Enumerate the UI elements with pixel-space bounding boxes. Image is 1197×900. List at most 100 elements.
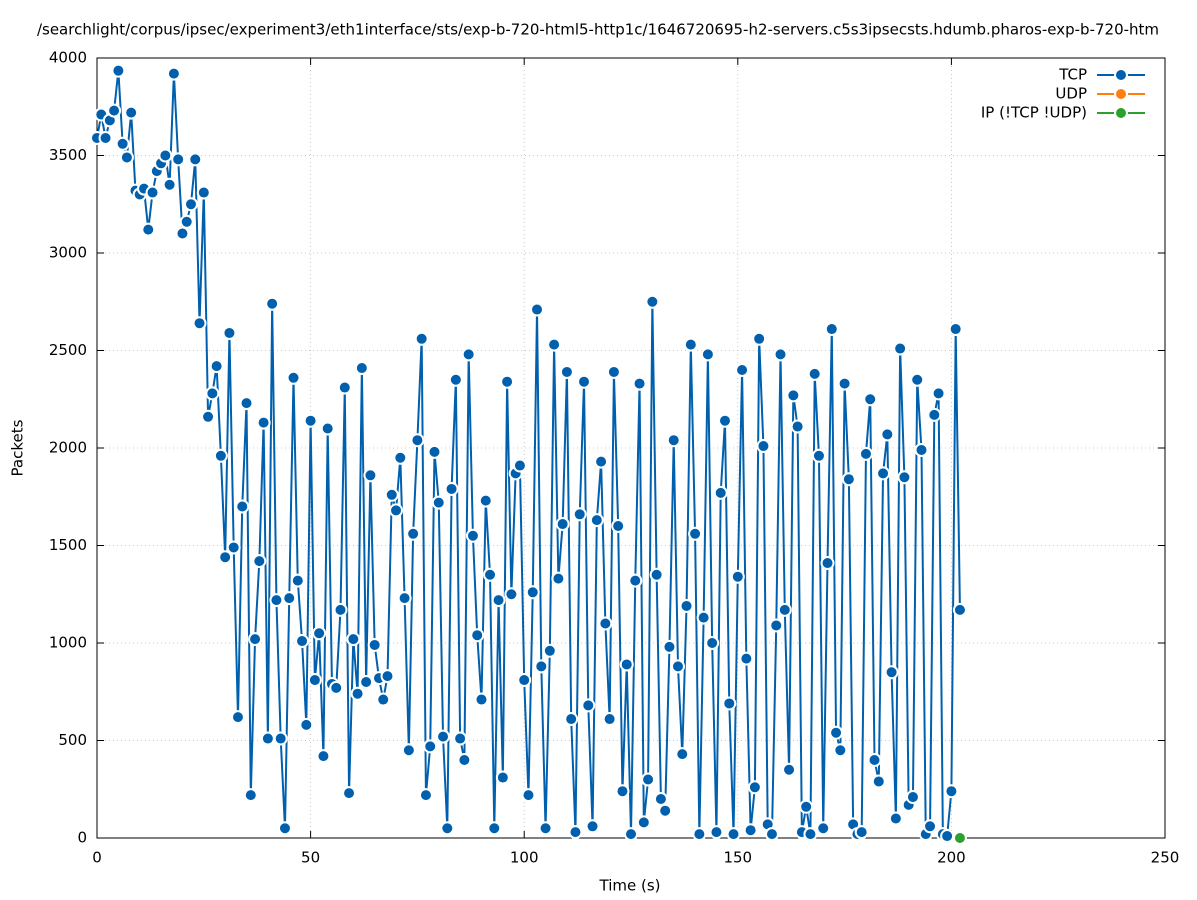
data-point <box>752 331 767 346</box>
data-point <box>705 636 720 650</box>
data-point <box>773 347 788 362</box>
data-point <box>692 827 707 842</box>
data-point <box>517 673 532 688</box>
data-point <box>179 214 194 229</box>
data-point <box>696 610 711 625</box>
data-point <box>145 185 160 200</box>
data-point <box>824 322 839 337</box>
data-point <box>376 692 391 707</box>
data-point <box>730 569 745 584</box>
data-point <box>393 450 408 465</box>
data-point <box>107 103 122 118</box>
data-point <box>722 696 737 711</box>
data-point <box>474 692 489 707</box>
data-point <box>504 587 519 602</box>
data-point <box>342 786 357 801</box>
data-point <box>649 567 664 582</box>
data-point <box>209 359 224 374</box>
data-point <box>747 780 762 795</box>
data-point <box>316 749 331 764</box>
data-point <box>243 788 258 803</box>
data-point <box>226 540 241 555</box>
data-point <box>205 386 220 401</box>
data-point <box>256 415 271 430</box>
data-point <box>564 712 579 727</box>
data-point <box>910 372 925 387</box>
data-point <box>470 628 485 643</box>
x-tick-label: 50 <box>301 849 320 867</box>
y-tick-label: 3000 <box>49 244 87 262</box>
data-point <box>98 130 113 145</box>
data-point <box>290 573 305 588</box>
data-point <box>645 294 660 309</box>
data-point <box>756 439 771 454</box>
data-point <box>487 821 502 836</box>
data-point <box>354 361 369 376</box>
data-point <box>252 554 267 569</box>
data-point <box>670 659 685 674</box>
data-point <box>854 825 869 840</box>
data-point <box>171 152 186 167</box>
data-point <box>307 673 322 688</box>
data-point <box>495 770 510 785</box>
data-point <box>863 392 878 407</box>
data-point <box>833 743 848 758</box>
data-point <box>905 790 920 805</box>
x-axis-label: Time (s) <box>599 877 661 895</box>
y-tick-label: 2500 <box>49 341 87 359</box>
data-point <box>436 729 451 744</box>
data-point <box>884 665 899 680</box>
data-point <box>726 827 741 842</box>
data-point <box>538 821 553 836</box>
data-point <box>453 731 468 746</box>
data-point <box>923 819 938 834</box>
y-tick-label: 500 <box>58 731 87 749</box>
data-point <box>380 669 395 684</box>
data-point <box>465 528 480 543</box>
x-tick-label: 100 <box>510 849 539 867</box>
data-point <box>581 698 596 713</box>
data-point <box>235 499 250 514</box>
data-point <box>111 63 126 78</box>
y-tick-label: 1500 <box>49 536 87 554</box>
data-point <box>329 680 344 695</box>
data-point <box>559 364 574 379</box>
data-point <box>688 526 703 541</box>
data-point <box>790 419 805 434</box>
data-point <box>675 747 690 762</box>
data-point <box>239 396 254 411</box>
data-point <box>679 598 694 613</box>
data-point <box>192 316 207 331</box>
data-point <box>888 811 903 826</box>
data-point <box>777 602 792 617</box>
data-point <box>333 602 348 617</box>
data-point <box>666 433 681 448</box>
data-point <box>700 347 715 362</box>
data-point <box>858 446 873 461</box>
data-point <box>807 366 822 381</box>
data-point <box>423 739 438 754</box>
data-point <box>303 413 318 428</box>
y-axis-label: Packets <box>9 419 27 476</box>
data-point <box>841 472 856 487</box>
data-point <box>448 372 463 387</box>
data-point <box>414 331 429 346</box>
data-point <box>837 376 852 391</box>
data-point <box>166 66 181 81</box>
y-tick-label: 0 <box>77 829 87 847</box>
chart-title: /searchlight/corpus/ipsec/experiment3/et… <box>37 21 1159 39</box>
legend-label: IP (!TCP !UDP) <box>981 104 1087 122</box>
data-point <box>260 731 275 746</box>
x-tick-label: 200 <box>937 849 966 867</box>
y-tick-label: 3500 <box>49 146 87 164</box>
data-point <box>944 784 959 799</box>
data-point <box>534 659 549 674</box>
data-point <box>183 197 198 212</box>
y-tick-label: 4000 <box>49 49 87 67</box>
data-point <box>602 712 617 727</box>
data-point <box>521 788 536 803</box>
data-point <box>551 571 566 586</box>
data-point <box>927 407 942 422</box>
data-point <box>948 322 963 337</box>
data-point <box>952 602 967 617</box>
